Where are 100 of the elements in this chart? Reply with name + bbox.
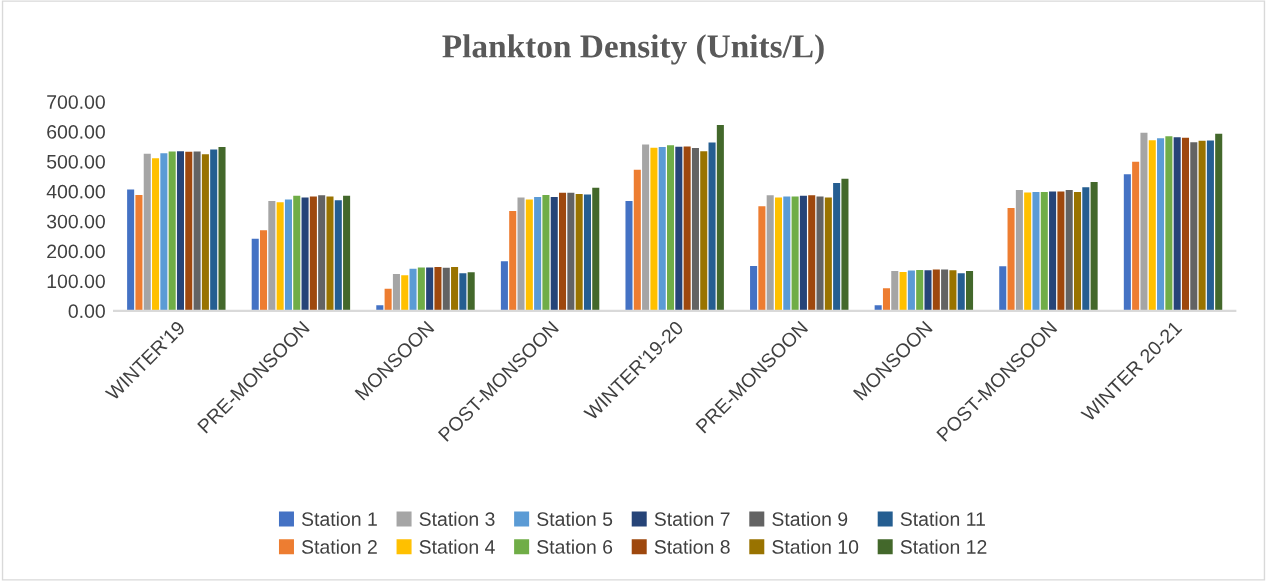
bar (750, 266, 758, 311)
bar (774, 197, 783, 311)
bar (999, 266, 1007, 311)
bar (1090, 182, 1098, 311)
bar (1165, 136, 1173, 311)
bar (882, 288, 891, 311)
legend-label: Station 11 (900, 511, 985, 526)
bar (1040, 191, 1048, 311)
bar (509, 211, 517, 311)
legend-label: Station 8 (654, 539, 730, 554)
bar (127, 189, 135, 311)
y-tick-label: 600.00 (47, 125, 105, 139)
bar (525, 199, 533, 311)
bar (833, 182, 841, 311)
bar (783, 196, 791, 311)
y-tick-label: 500.00 (47, 154, 105, 169)
bar (899, 271, 907, 311)
bar (392, 274, 400, 311)
bar (1215, 133, 1223, 311)
legend-label: Station 9 (772, 511, 848, 526)
bar (1198, 140, 1206, 311)
bar (666, 145, 675, 311)
bar (700, 151, 708, 311)
bar (708, 142, 716, 311)
bar (625, 200, 633, 311)
bar (1024, 192, 1032, 311)
legend-label: Station 4 (419, 539, 495, 554)
bar (251, 238, 259, 311)
chart-title: Plankton Density (Units/L) (442, 34, 824, 65)
y-tick-label: 100.00 (47, 274, 105, 289)
bar (168, 151, 176, 311)
bar (309, 196, 317, 311)
bar (1148, 140, 1156, 311)
bar (1140, 132, 1148, 311)
bar (193, 151, 201, 311)
bar (160, 153, 168, 311)
bar (534, 196, 542, 311)
bar (1157, 138, 1165, 311)
bar (1206, 140, 1214, 311)
legend-label: Station 3 (419, 511, 495, 526)
bar (592, 187, 600, 311)
bar (426, 267, 434, 311)
bar (567, 192, 575, 311)
bar (284, 199, 292, 311)
bar (683, 146, 691, 311)
legend-label: Station 12 (900, 539, 987, 554)
bar (1007, 208, 1015, 311)
bar (152, 158, 160, 311)
bar (799, 195, 807, 311)
bar (459, 273, 467, 311)
bar (583, 194, 591, 311)
bar (442, 267, 450, 311)
bar (675, 146, 683, 311)
bar (185, 151, 193, 311)
bar (966, 271, 974, 311)
bar (1015, 190, 1023, 311)
bar (293, 195, 301, 311)
bar (201, 154, 209, 311)
bar (891, 271, 899, 311)
bar (517, 197, 525, 311)
bar (268, 200, 276, 311)
bar (210, 149, 218, 311)
bar (907, 270, 915, 311)
bar (218, 147, 226, 311)
legend-label: Station 2 (301, 539, 377, 554)
bar (957, 273, 965, 311)
bar (260, 230, 268, 311)
bar (326, 196, 334, 311)
bar (409, 268, 417, 311)
legend-label: Station 5 (537, 511, 613, 526)
bar (791, 196, 799, 311)
bar (1057, 191, 1065, 311)
bar (575, 194, 583, 311)
bar (1082, 187, 1090, 311)
bar (334, 200, 342, 311)
bar (949, 270, 957, 311)
y-tick-label: 700.00 (47, 95, 105, 109)
bar (542, 194, 550, 311)
bar (467, 272, 475, 311)
bar (758, 206, 766, 311)
bar (1049, 191, 1057, 311)
bar (276, 202, 284, 311)
bar (500, 261, 508, 311)
bar (691, 147, 699, 311)
bar (318, 195, 326, 311)
bar (941, 269, 949, 311)
bar (1190, 142, 1198, 311)
bar (301, 197, 309, 311)
bar (384, 288, 392, 311)
bar (343, 195, 351, 311)
bar (658, 147, 666, 311)
bar (841, 178, 849, 311)
legend-label: Station 1 (301, 511, 377, 526)
y-tick-label: 0.00 (68, 304, 105, 319)
bar (1173, 137, 1181, 311)
y-tick-label: 300.00 (46, 214, 105, 229)
bar (816, 196, 824, 311)
y-tick-label: 200.00 (47, 244, 105, 259)
bar (451, 266, 459, 311)
bar (924, 270, 932, 311)
